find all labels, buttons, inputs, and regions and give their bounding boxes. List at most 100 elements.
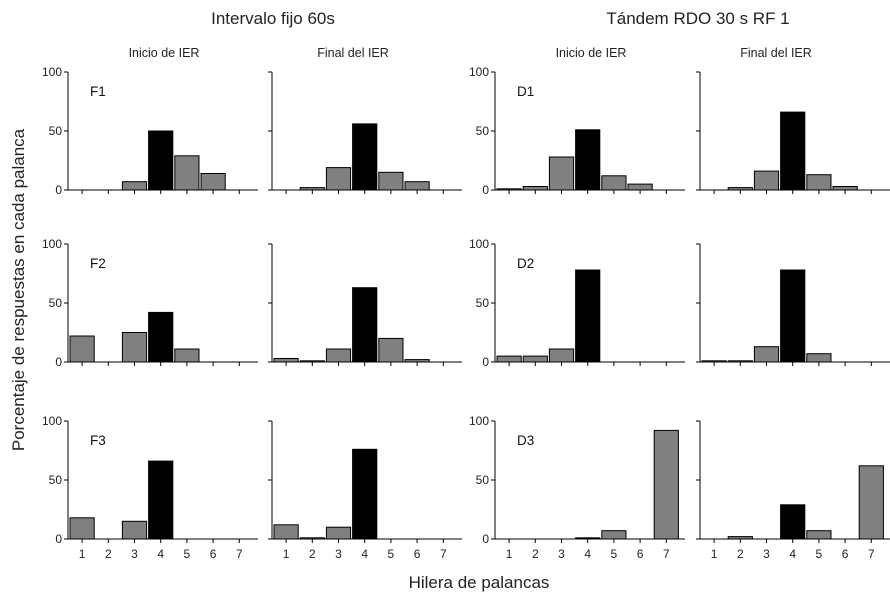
panel-id-D1: D1 <box>517 84 534 99</box>
y-tick-label: 50 <box>476 473 490 487</box>
bar-5 <box>601 175 627 191</box>
x-tick-label: 2 <box>737 547 744 561</box>
bar-5 <box>174 155 200 191</box>
bar-4 <box>352 287 378 363</box>
bar-3 <box>121 181 148 191</box>
panel-2-4 <box>696 243 890 366</box>
x-tick-label: 5 <box>388 547 395 561</box>
x-tick-label: 1 <box>506 547 513 561</box>
y-tick-label: 100 <box>42 237 62 251</box>
y-tick-label: 100 <box>469 414 489 428</box>
bar-4 <box>352 123 378 191</box>
y-tick-label: 0 <box>482 355 489 369</box>
y-tick-label: 100 <box>469 65 489 79</box>
bar-1 <box>69 517 95 540</box>
x-tick-label: 3 <box>763 547 770 561</box>
panel-3-3: 0 50 100 1 2 3 4 5 6 7 D3 <box>469 414 685 561</box>
y-tick-label: 100 <box>42 414 62 428</box>
bar-3 <box>121 332 148 363</box>
bar-6 <box>404 181 430 191</box>
column-label-1: Inicio de IER <box>129 46 200 60</box>
bar-1 <box>69 335 95 363</box>
x-tick-label: 4 <box>157 547 164 561</box>
x-tick-label: 1 <box>283 547 290 561</box>
bar-3 <box>548 156 575 191</box>
bar-6 <box>627 183 653 191</box>
bar-1 <box>496 355 522 363</box>
x-tick-label: 1 <box>711 547 718 561</box>
bar-6 <box>832 186 858 191</box>
bar-5 <box>806 353 832 363</box>
bar-6 <box>200 173 226 191</box>
y-tick-label: 100 <box>42 65 62 79</box>
y-tick-label: 0 <box>482 532 489 546</box>
panel-1-4 <box>696 71 890 194</box>
panel-id-F1: F1 <box>90 84 106 99</box>
y-tick-label: 100 <box>469 237 489 251</box>
x-tick-label: 7 <box>663 547 670 561</box>
y-tick-label: 50 <box>49 124 63 138</box>
bar-5 <box>174 348 200 363</box>
x-tick-label: 2 <box>532 547 539 561</box>
bar-5 <box>378 337 404 363</box>
bar-4 <box>575 129 601 191</box>
bar-3 <box>325 167 352 191</box>
y-tick-label: 50 <box>49 473 63 487</box>
bar-5 <box>806 174 832 191</box>
column-label-2: Final del IER <box>317 46 389 60</box>
bar-3 <box>753 346 780 363</box>
x-tick-label: 6 <box>210 547 217 561</box>
bar-4 <box>780 111 806 191</box>
y-tick-label: 0 <box>55 355 62 369</box>
x-tick-label: 5 <box>184 547 191 561</box>
bar-4 <box>352 448 378 540</box>
panel-1-1: 0 50 100 F1 <box>42 65 258 197</box>
x-tick-label: 6 <box>414 547 421 561</box>
x-tick-label: 4 <box>361 547 368 561</box>
x-axis-label: Hilera de palancas <box>409 573 550 592</box>
x-tick-label: 5 <box>611 547 618 561</box>
column-label-4: Final del IER <box>740 46 812 60</box>
bar-4 <box>148 130 174 191</box>
bar-1 <box>273 358 299 363</box>
panel-3-4: 1 2 3 4 5 6 7 <box>696 420 890 561</box>
x-tick-label: 7 <box>440 547 447 561</box>
bar-7 <box>858 465 884 540</box>
panel-id-F2: F2 <box>90 256 106 271</box>
x-tick-label: 2 <box>105 547 112 561</box>
bar-1 <box>273 524 299 540</box>
panel-2-2 <box>268 243 462 366</box>
y-axis-label: Porcentaje de respuestas en cada palanca <box>9 128 28 451</box>
group-title-left: Intervalo fijo 60s <box>211 9 335 28</box>
x-tick-label: 4 <box>584 547 591 561</box>
bar-4 <box>780 504 806 540</box>
y-tick-label: 50 <box>476 124 490 138</box>
bar-3 <box>325 348 352 363</box>
group-title-right: Tándem RDO 30 s RF 1 <box>606 9 789 28</box>
bar-3 <box>121 520 148 540</box>
bar-4 <box>148 311 174 363</box>
y-tick-label: 50 <box>476 296 490 310</box>
bar-2 <box>522 355 548 363</box>
panel-3-2: 1 2 3 4 5 6 7 <box>268 420 462 561</box>
x-tick-label: 7 <box>236 547 243 561</box>
x-tick-label: 4 <box>789 547 796 561</box>
bar-4 <box>148 460 174 540</box>
panel-id-D2: D2 <box>517 256 534 271</box>
x-tick-label: 6 <box>842 547 849 561</box>
bar-5 <box>378 171 404 191</box>
y-tick-label: 0 <box>55 532 62 546</box>
bar-3 <box>753 170 780 191</box>
bar-3 <box>325 526 352 540</box>
x-tick-label: 3 <box>131 547 138 561</box>
panel-1-3: 0 50 100 D1 <box>469 65 685 197</box>
column-label-3: Inicio de IER <box>556 46 627 60</box>
bar-4 <box>575 269 601 363</box>
panel-id-D3: D3 <box>517 433 534 448</box>
bar-7 <box>653 429 679 540</box>
x-tick-label: 3 <box>335 547 342 561</box>
x-tick-label: 5 <box>816 547 823 561</box>
x-tick-label: 2 <box>309 547 316 561</box>
